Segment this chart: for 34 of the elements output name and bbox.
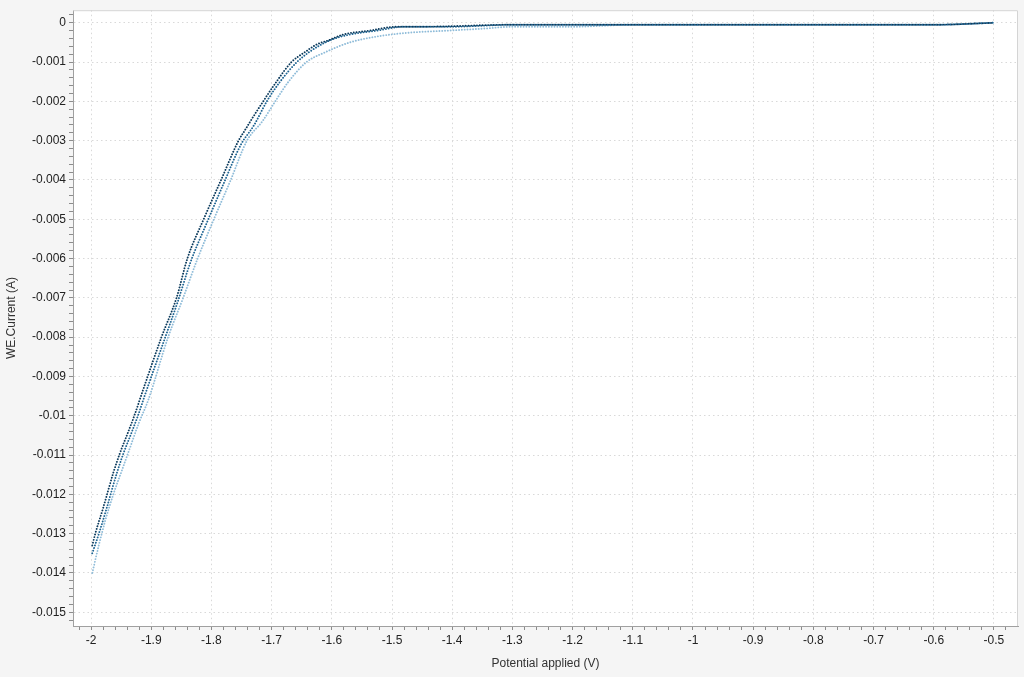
x-tick-label: -0.7 xyxy=(863,632,885,647)
y-tick-label: -0.014 xyxy=(31,565,67,580)
y-tick-label: -0.002 xyxy=(31,93,67,108)
y-axis-title: WE.Current (A) xyxy=(3,277,18,360)
x-tick-label: -1.8 xyxy=(201,632,223,647)
y-tick-label: -0.008 xyxy=(31,329,67,344)
y-tick-label: -0.001 xyxy=(31,54,67,69)
x-tick-label: -2 xyxy=(85,632,97,647)
x-tick-label: -1.2 xyxy=(562,632,584,647)
y-tick-label: -0.012 xyxy=(31,486,67,501)
x-tick-label: -1.3 xyxy=(502,632,524,647)
x-tick-label: -0.5 xyxy=(983,632,1005,647)
x-tick-label: -1.5 xyxy=(381,632,403,647)
y-tick-label: -0.01 xyxy=(38,408,67,423)
x-tick-label: -1 xyxy=(687,632,699,647)
x-tick-label: -0.9 xyxy=(742,632,764,647)
y-tick-label: 0 xyxy=(59,15,67,30)
x-tick-label: -1.1 xyxy=(622,632,644,647)
x-axis-title: Potential applied (V) xyxy=(491,656,600,671)
y-tick-label: -0.009 xyxy=(31,368,67,383)
x-tick-label: -1.6 xyxy=(321,632,343,647)
y-tick-label: -0.006 xyxy=(31,250,67,265)
x-tick-label: -0.6 xyxy=(923,632,945,647)
y-tick-label: -0.011 xyxy=(32,447,67,462)
y-tick-label: -0.005 xyxy=(31,211,67,226)
x-tick-label: -0.8 xyxy=(803,632,825,647)
y-tick-label: -0.013 xyxy=(31,525,67,540)
y-tick-label: -0.015 xyxy=(31,604,67,619)
y-tick-label: -0.007 xyxy=(31,290,67,305)
x-tick-label: -1.9 xyxy=(140,632,162,647)
x-tick-label: -1.7 xyxy=(261,632,283,647)
y-tick-label: -0.004 xyxy=(31,172,67,187)
x-tick-label: -1.4 xyxy=(441,632,463,647)
y-tick-label: -0.003 xyxy=(31,132,67,147)
